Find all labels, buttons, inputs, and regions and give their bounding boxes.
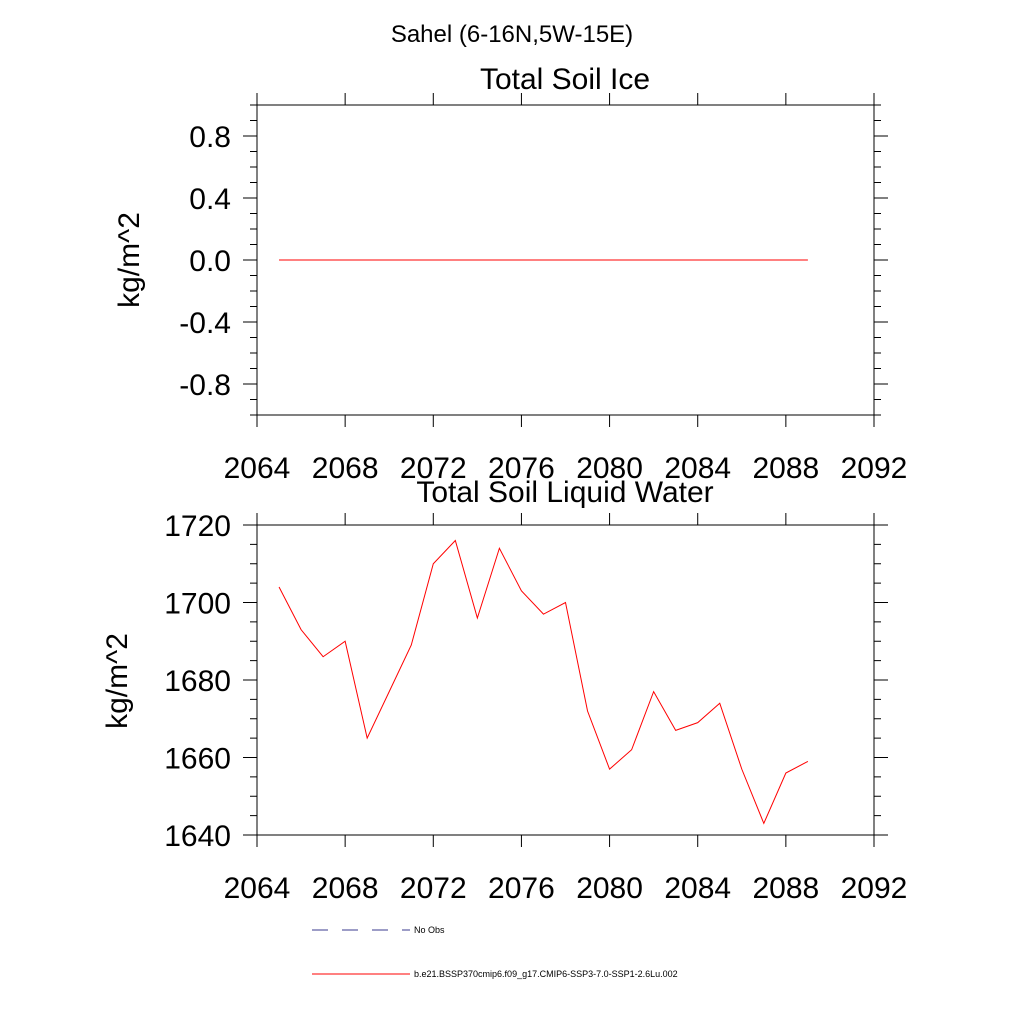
x-axis: 2064 2068 2072 2076 2080 2084 2088 2092 [224, 93, 908, 485]
x-axis: 2064 2068 2072 2076 2080 2084 2088 2092 [224, 513, 908, 905]
panel-total-soil-liquid-water: Total Soil Liquid Water kg/m^2 2064 2068 2… [101, 476, 907, 905]
y-tick-label: -0.4 [179, 307, 231, 340]
y-tick-label: 1720 [164, 510, 231, 543]
figure-suptitle: Sahel (6-16N,5W-15E) [391, 21, 633, 48]
x-tick-label: 2072 [400, 872, 467, 905]
x-tick-label: 2080 [576, 872, 643, 905]
panel-title: Total Soil Ice [480, 63, 650, 96]
x-tick-label: 2068 [312, 872, 379, 905]
x-tick-label: 2084 [664, 452, 731, 485]
x-tick-label: 2080 [576, 452, 643, 485]
x-tick-label: 2064 [224, 452, 291, 485]
x-tick-label: 2088 [752, 452, 819, 485]
y-tick-label: 1700 [164, 588, 231, 621]
plot-frame [256, 524, 875, 836]
y-tick-label: 0.8 [189, 121, 231, 154]
x-tick-label: 2092 [841, 872, 908, 905]
panel-total-soil-ice: Total Soil Ice kg/m^2 2064 2068 2072 2076 20… [113, 63, 907, 485]
y-axis: 0.8 0.4 0.0 -0.4 -0.8 [179, 104, 888, 416]
y-tick-label: 1660 [164, 743, 231, 776]
legend-label-model: b.e21.BSSP370cmip6.f09_g17.CMIP6-SSP3-7.… [414, 969, 678, 979]
legend: No Obs b.e21.BSSP370cmip6.f09_g17.CMIP6-… [312, 925, 678, 979]
y-tick-label: 1680 [164, 665, 231, 698]
series-layer [278, 539, 809, 825]
y-tick-label: 0.4 [189, 183, 231, 216]
x-tick-label: 2076 [488, 872, 555, 905]
y-tick-label: 0.0 [189, 245, 231, 278]
x-tick-label: 2064 [224, 872, 291, 905]
y-tick-label: 1640 [164, 820, 231, 853]
x-tick-label: 2092 [841, 452, 908, 485]
x-tick-label: 2072 [400, 452, 467, 485]
x-tick-label: 2084 [664, 872, 731, 905]
y-tick-label: -0.8 [179, 369, 231, 402]
x-tick-label: 2076 [488, 452, 555, 485]
y-axis: 1720 1700 1680 1660 1640 [164, 510, 888, 853]
panel-title: Total Soil Liquid Water [416, 476, 713, 509]
x-tick-label: 2068 [312, 452, 379, 485]
y-axis-label: kg/m^2 [101, 633, 134, 729]
x-tick-label: 2088 [752, 872, 819, 905]
y-axis-label: kg/m^2 [113, 212, 146, 308]
series-line [278, 539, 809, 825]
legend-label-no-obs: No Obs [414, 925, 445, 935]
